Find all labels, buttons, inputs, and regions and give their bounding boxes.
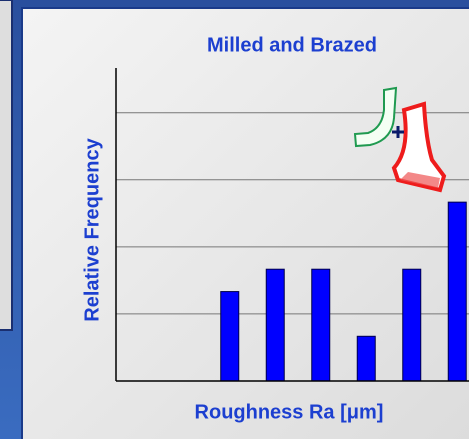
- side-panel: [0, 0, 13, 331]
- chart-title: Milled and Brazed: [207, 34, 377, 56]
- icon: [353, 86, 447, 193]
- x-axis-label: Roughness Ra [μm]: [195, 401, 384, 423]
- plus-marker: [392, 126, 404, 138]
- bar: [447, 201, 467, 382]
- plot-area: [116, 112, 469, 382]
- bar: [265, 268, 285, 382]
- y-axis-label: Relative Frequency: [81, 137, 103, 321]
- chart-panel: [21, 7, 469, 439]
- bar: [220, 291, 240, 382]
- red-hatch: [400, 172, 440, 188]
- bar: [356, 335, 376, 382]
- green-blade: [353, 86, 398, 148]
- bar: [402, 268, 422, 382]
- bar: [311, 268, 331, 382]
- red-blade: [391, 101, 447, 193]
